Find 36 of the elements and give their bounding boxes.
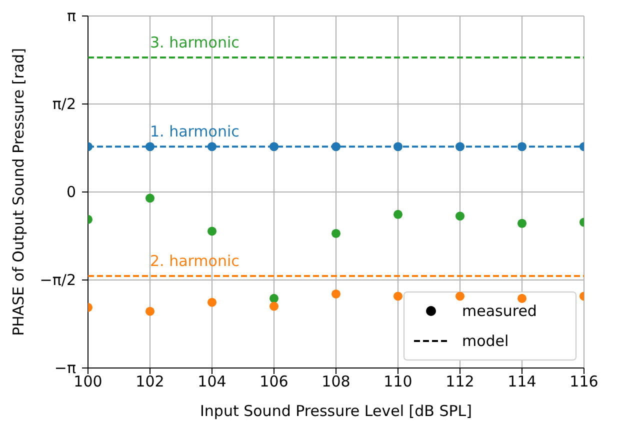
point xyxy=(331,289,341,298)
point xyxy=(517,294,527,303)
point xyxy=(331,228,341,238)
point xyxy=(393,292,403,301)
x-tick-label: 110 xyxy=(384,372,412,391)
y-tick-label: 0 xyxy=(66,183,76,201)
y-axis-title: PHASE of Output Sound Pressure [rad] xyxy=(9,48,28,336)
y-tick-label: π/2 xyxy=(52,95,76,113)
point xyxy=(207,298,217,307)
point xyxy=(393,210,403,219)
point xyxy=(455,212,465,221)
point xyxy=(145,306,155,316)
annotation: 3. harmonic xyxy=(150,34,240,52)
x-tick-label: 106 xyxy=(260,372,288,391)
point xyxy=(455,292,465,301)
point xyxy=(269,302,279,311)
x-tick-label: 108 xyxy=(322,372,350,391)
x-tick-label: 112 xyxy=(446,372,474,391)
x-axis-title: Input Sound Pressure Level [dB SPL] xyxy=(200,402,472,420)
point xyxy=(517,218,527,228)
x-tick-label: 104 xyxy=(198,372,226,391)
x-tick-label: 102 xyxy=(136,372,164,391)
legend-box: measured model xyxy=(404,292,576,360)
annotation: 2. harmonic xyxy=(150,252,240,270)
y-tick-label: π xyxy=(66,7,76,25)
y-tick-label: −π/2 xyxy=(40,271,76,289)
x-tick-label: 114 xyxy=(508,372,536,391)
point xyxy=(145,194,155,203)
point xyxy=(269,294,279,303)
annotation: model xyxy=(462,332,509,350)
annotation: 1. harmonic xyxy=(150,122,240,141)
x-tick-label: 116 xyxy=(570,372,598,391)
annotation: measured xyxy=(462,302,537,320)
point xyxy=(207,226,217,236)
y-tick-label: −π xyxy=(54,359,76,377)
x-tick-label: 100 xyxy=(74,372,102,391)
